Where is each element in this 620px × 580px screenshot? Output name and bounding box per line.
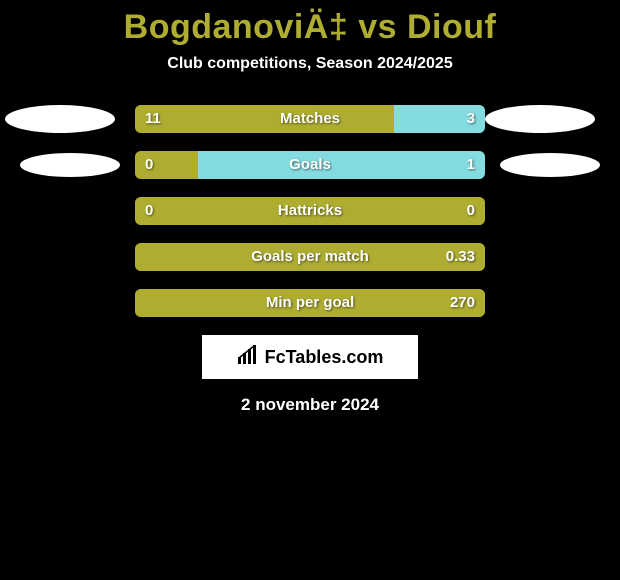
stat-segment <box>394 105 485 133</box>
stat-segment <box>135 151 198 179</box>
chart-stage: Matches113 Goals01 Hattricks00 Goals per ma… <box>0 105 620 415</box>
page-subtitle: Club competitions, Season 2024/2025 <box>0 55 620 73</box>
bars-container: Matches113 Goals01 Hattricks00 Goals per ma… <box>135 105 485 317</box>
stat-segment <box>135 105 394 133</box>
brand-text: FcTables.com <box>265 347 384 368</box>
page-title: BogdanoviÄ‡ vs Diouf <box>0 0 620 47</box>
date-text: 2 november 2024 <box>0 395 620 415</box>
decor-ellipse <box>5 105 115 133</box>
stat-row: Hattricks00 <box>135 197 485 225</box>
stat-row: Goals per match0.33 <box>135 243 485 271</box>
stat-row: Matches113 <box>135 105 485 133</box>
brand-box: FcTables.com <box>202 335 418 379</box>
stat-segment <box>198 151 485 179</box>
stat-segment <box>135 289 485 317</box>
decor-ellipse <box>20 153 120 177</box>
stat-segment <box>135 243 485 271</box>
stat-row: Min per goal270 <box>135 289 485 317</box>
stat-segment <box>135 197 485 225</box>
decor-ellipse <box>485 105 595 133</box>
decor-ellipse <box>500 153 600 177</box>
stat-row: Goals01 <box>135 151 485 179</box>
chart-icon <box>237 345 259 370</box>
